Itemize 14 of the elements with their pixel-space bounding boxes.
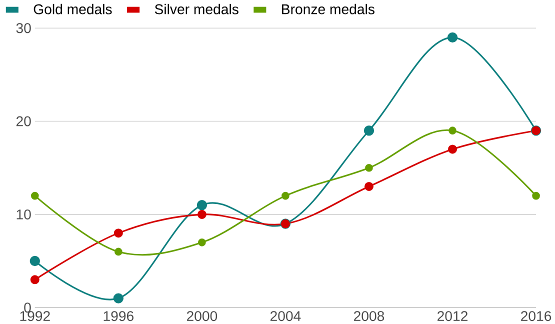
x-tick-label: 2004	[270, 310, 301, 321]
legend-label: Bronze medals	[282, 4, 374, 14]
y-tick-label: 20	[16, 116, 31, 126]
y-tick-label: 10	[16, 209, 31, 220]
x-tick-label: 1996	[104, 310, 134, 321]
x-tick-label: 2008	[354, 310, 384, 321]
x-tick-label: 2016	[521, 310, 552, 321]
legend-label: Silver medals	[154, 4, 238, 14]
x-tick-label: 2000	[186, 310, 218, 321]
y-tick-label: 30	[16, 22, 31, 33]
x-tick-label: 2012	[438, 310, 468, 321]
x-tick-label: 1992	[20, 310, 50, 321]
legend-label: Gold medals	[34, 4, 112, 14]
y-tick-label: 0	[24, 302, 31, 312]
